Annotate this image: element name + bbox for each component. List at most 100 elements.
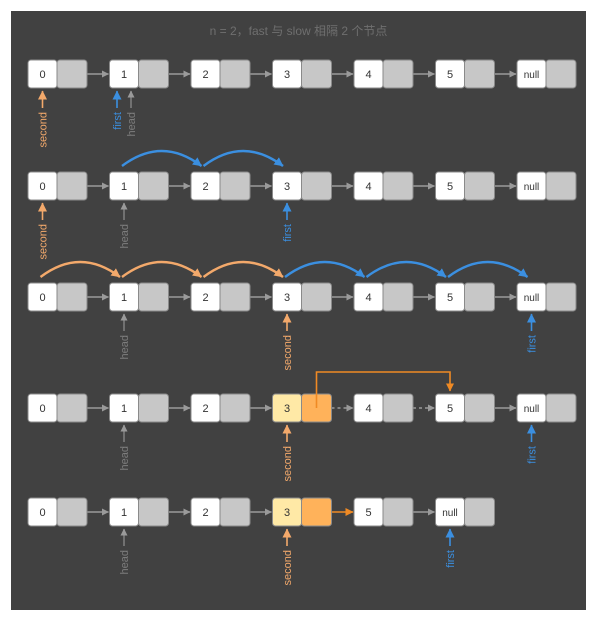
node-next-cell	[545, 282, 577, 312]
list-node: 0	[27, 282, 88, 312]
node-next-cell	[464, 497, 495, 527]
node-value: 1	[121, 507, 127, 519]
node-value-cell	[27, 497, 58, 527]
node-value-cell	[353, 171, 384, 201]
node-value: 1	[121, 69, 127, 81]
first-label: first	[527, 446, 539, 464]
node-value: 4	[365, 292, 371, 304]
node-value: 0	[39, 507, 45, 519]
node-value-cell	[516, 393, 547, 423]
node-value: 1	[121, 403, 127, 415]
node-value-cell	[190, 59, 221, 89]
list-node: 3	[272, 171, 332, 201]
node-next-cell	[545, 171, 577, 201]
node-next-cell	[382, 393, 414, 423]
node-value: 3	[284, 507, 290, 519]
node-value: 2	[202, 292, 208, 304]
second-move-arrow	[121, 260, 203, 278]
diagram-title: n = 2，fast 与 slow 相隔 2 个节点	[209, 24, 388, 38]
second-move-arrow	[202, 260, 284, 278]
node-value-cell	[190, 393, 221, 423]
node-value: 5	[365, 507, 371, 519]
list-node: 0	[27, 393, 88, 423]
list-node: 1	[109, 171, 169, 201]
node-value-cell	[435, 282, 465, 312]
node-value: 1	[121, 181, 127, 193]
node-value-cell	[516, 282, 547, 312]
list-row: 0 1 2 3 5 null head second first	[27, 497, 495, 585]
null-node: null	[435, 497, 495, 527]
node-next-cell	[56, 59, 88, 89]
node-next-cell	[138, 282, 169, 312]
node-next-cell	[219, 171, 251, 201]
node-value: 5	[447, 403, 453, 415]
node-next-cell	[301, 497, 332, 527]
second-pointer: second	[282, 313, 294, 370]
node-value-cell	[435, 393, 465, 423]
node-value: 4	[365, 69, 371, 81]
node-value: 5	[447, 292, 453, 304]
node-value: 3	[284, 69, 290, 81]
node-value-cell	[272, 282, 302, 312]
list-node: 4	[353, 393, 414, 423]
list-node: 1	[109, 393, 169, 423]
node-next-cell	[464, 393, 495, 423]
node-next-cell	[138, 171, 169, 201]
node-value-cell	[109, 497, 139, 527]
list-node: 5	[353, 497, 414, 527]
node-next-cell	[382, 171, 414, 201]
node-value-cell	[27, 59, 58, 89]
list-node: 3	[272, 393, 332, 423]
node-next-cell	[382, 59, 414, 89]
node-value-cell	[190, 171, 221, 201]
node-value: 2	[202, 69, 208, 81]
node-value: 5	[447, 181, 453, 193]
second-label: second	[282, 335, 294, 370]
list-row: 0 1 2 3 4 5 null head second first	[27, 260, 577, 370]
second-pointer: second	[38, 202, 50, 259]
node-value-cell	[516, 59, 547, 89]
second-label: second	[282, 550, 294, 585]
list-node: 5	[435, 282, 495, 312]
list-node: 0	[27, 59, 88, 89]
node-value: 1	[121, 292, 127, 304]
second-pointer: second	[282, 528, 294, 585]
list-node: 2	[190, 282, 251, 312]
node-next-cell	[56, 282, 88, 312]
node-next-cell	[545, 393, 577, 423]
node-value-cell	[27, 282, 58, 312]
node-value: 0	[39, 69, 45, 81]
node-next-cell	[219, 393, 251, 423]
first-label: first	[282, 224, 294, 242]
first-pointer: first	[282, 202, 294, 242]
node-value-cell	[190, 282, 221, 312]
list-node: 1	[109, 282, 169, 312]
first-label: first	[527, 335, 539, 353]
node-value: null	[524, 182, 540, 193]
node-value-cell	[272, 171, 302, 201]
node-value-cell	[435, 171, 465, 201]
node-value: 0	[39, 403, 45, 415]
node-value-cell	[353, 497, 384, 527]
node-value: 2	[202, 507, 208, 519]
node-value-cell	[353, 59, 384, 89]
node-next-cell	[219, 497, 251, 527]
list-node: 1	[109, 497, 169, 527]
node-value: null	[524, 70, 540, 81]
second-label: second	[282, 446, 294, 481]
node-next-cell	[301, 171, 332, 201]
node-value-cell	[516, 171, 547, 201]
list-node: 3	[272, 497, 332, 527]
first-move-arrow	[202, 149, 284, 167]
first-pointer: first	[527, 424, 539, 464]
node-value-cell	[109, 393, 139, 423]
head-pointer: head	[119, 313, 131, 359]
node-next-cell	[219, 59, 251, 89]
second-pointer: second	[282, 424, 294, 481]
node-value-cell	[353, 282, 384, 312]
node-next-cell	[382, 282, 414, 312]
null-node: null	[516, 171, 577, 201]
list-row: 0 1 2 3 4 5 null second first head	[27, 59, 577, 147]
head-label: head	[119, 446, 131, 470]
